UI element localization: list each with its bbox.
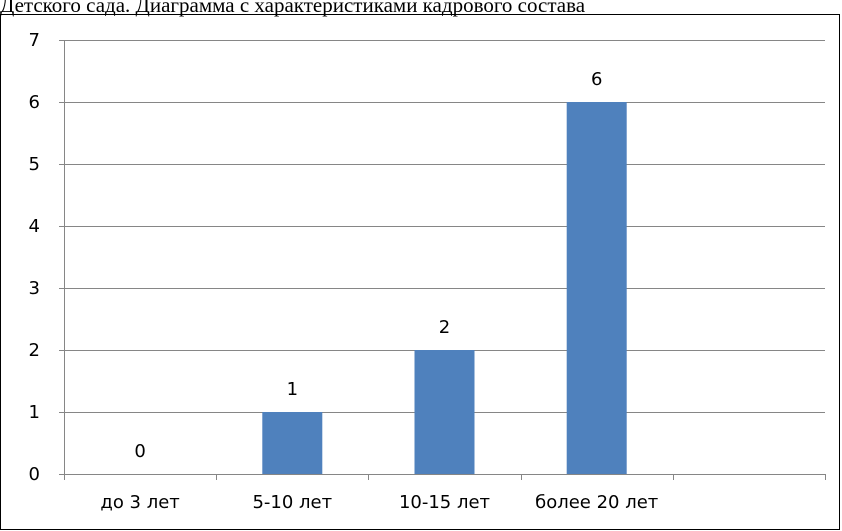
data-labels: 0 1 2 6 [134, 69, 602, 462]
bar-1 [262, 412, 323, 474]
y-tick-label-4: 4 [29, 216, 40, 237]
x-tick-labels: до 3 лет 5-10 лет 10-15 лет более 20 лет [100, 492, 658, 513]
chart-caption: Детского сада. Диаграмма с характеристик… [0, 0, 586, 17]
chart-frame [0, 14, 840, 530]
y-tick-label-2: 2 [29, 340, 40, 361]
data-label-0: 0 [134, 441, 145, 462]
data-label-3: 6 [591, 69, 602, 90]
y-tick-label-1: 1 [29, 402, 40, 423]
bars [262, 102, 627, 474]
data-label-1: 1 [287, 379, 298, 400]
axes [59, 40, 826, 480]
y-tick-label-3: 3 [29, 278, 40, 299]
bar-3 [566, 102, 627, 474]
y-tick-label-0: 0 [29, 464, 40, 485]
x-tick-label-1: 5-10 лет [252, 492, 332, 513]
y-tick-label-5: 5 [29, 154, 40, 175]
y-tick-label-6: 6 [29, 92, 40, 113]
y-tick-labels: 0 1 2 3 4 5 6 7 [29, 30, 40, 485]
data-label-2: 2 [439, 317, 450, 338]
y-tick-label-7: 7 [29, 30, 40, 51]
x-tick-label-2: 10-15 лет [399, 492, 490, 513]
x-tick-label-3: более 20 лет [535, 492, 658, 513]
x-tick-label-0: до 3 лет [100, 492, 179, 513]
bar-2 [414, 350, 475, 474]
